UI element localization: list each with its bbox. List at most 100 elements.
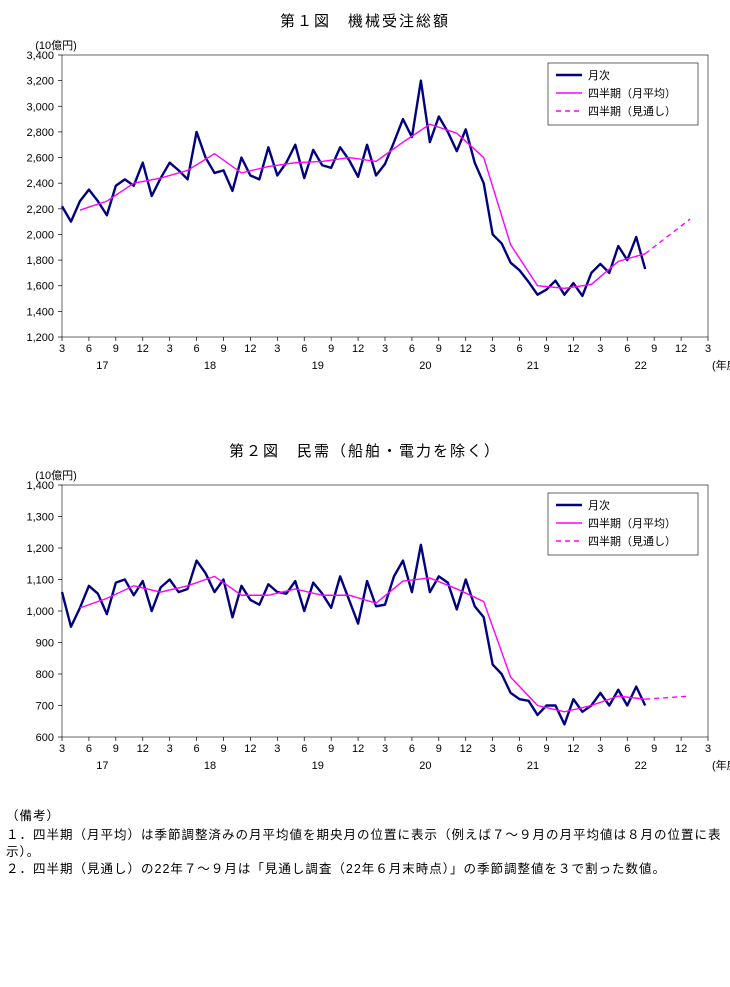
svg-text:6: 6 — [301, 343, 307, 355]
notes-line-2: ２．四半期（見通し）の22年７～９月は「見通し調査（22年６月末時点）」の季節調… — [6, 861, 724, 878]
svg-text:17: 17 — [96, 360, 108, 372]
svg-text:12: 12 — [137, 343, 149, 355]
svg-text:6: 6 — [409, 743, 415, 755]
svg-text:3,000: 3,000 — [26, 101, 54, 113]
svg-text:12: 12 — [352, 343, 364, 355]
svg-text:22: 22 — [635, 360, 647, 372]
svg-text:9: 9 — [436, 343, 442, 355]
svg-text:3: 3 — [597, 343, 603, 355]
svg-text:20: 20 — [419, 360, 431, 372]
svg-text:6: 6 — [301, 743, 307, 755]
chart2-svg: 6007008009001,0001,1001,2001,3001,400(10… — [0, 465, 730, 795]
notes-heading: （備考） — [6, 808, 724, 825]
svg-text:21: 21 — [527, 760, 539, 772]
svg-text:6: 6 — [86, 743, 92, 755]
svg-text:3: 3 — [59, 743, 65, 755]
svg-text:1,100: 1,100 — [26, 575, 54, 587]
svg-text:9: 9 — [436, 743, 442, 755]
svg-text:19: 19 — [312, 360, 324, 372]
svg-text:6: 6 — [517, 743, 523, 755]
svg-text:3: 3 — [59, 343, 65, 355]
svg-text:月次: 月次 — [588, 68, 610, 82]
svg-text:9: 9 — [543, 743, 549, 755]
chart1-title: 第１図 機械受注総額 — [0, 0, 730, 35]
svg-text:900: 900 — [36, 638, 54, 650]
svg-text:9: 9 — [220, 743, 226, 755]
svg-text:600: 600 — [36, 732, 54, 744]
svg-text:3: 3 — [490, 743, 496, 755]
svg-text:1,200: 1,200 — [26, 543, 54, 555]
svg-text:3: 3 — [490, 343, 496, 355]
svg-text:四半期（見通し）: 四半期（見通し） — [588, 534, 676, 548]
notes-block: （備考） １．四半期（月平均）は季節調整済みの月平均値を期央月の位置に表示（例え… — [0, 800, 730, 884]
svg-text:3: 3 — [382, 343, 388, 355]
svg-text:3: 3 — [274, 743, 280, 755]
svg-text:四半期（月平均）: 四半期（月平均） — [588, 516, 676, 530]
svg-text:18: 18 — [204, 360, 216, 372]
chart1-block: 1,200 1,400 1,600 1,800 2,000 2,200 2,400 2,600… — [0, 35, 730, 400]
svg-text:12: 12 — [244, 343, 256, 355]
svg-text:2,400: 2,400 — [26, 178, 54, 190]
svg-text:800: 800 — [36, 669, 54, 681]
svg-text:9: 9 — [328, 743, 334, 755]
svg-text:12: 12 — [567, 743, 579, 755]
svg-text:700: 700 — [36, 701, 54, 713]
svg-text:3: 3 — [705, 343, 711, 355]
svg-text:6: 6 — [194, 743, 200, 755]
svg-text:20: 20 — [419, 760, 431, 772]
svg-text:四半期（見通し）: 四半期（見通し） — [588, 104, 676, 118]
svg-text:12: 12 — [675, 343, 687, 355]
svg-text:(年度): (年度) — [712, 358, 730, 372]
svg-text:19: 19 — [312, 760, 324, 772]
svg-text:6: 6 — [409, 343, 415, 355]
svg-text:12: 12 — [460, 743, 472, 755]
svg-text:1,300: 1,300 — [26, 512, 54, 524]
svg-text:月次: 月次 — [588, 498, 610, 512]
svg-text:(10億円): (10億円) — [35, 39, 77, 52]
svg-text:3: 3 — [167, 743, 173, 755]
svg-text:1,800: 1,800 — [26, 255, 54, 267]
svg-text:四半期（月平均）: 四半期（月平均） — [588, 86, 676, 100]
svg-text:2,600: 2,600 — [26, 153, 54, 165]
svg-text:21: 21 — [527, 360, 539, 372]
svg-text:6: 6 — [194, 343, 200, 355]
spacer — [0, 400, 730, 430]
notes-line-1: １．四半期（月平均）は季節調整済みの月平均値を期央月の位置に表示（例えば７～９月… — [6, 827, 724, 861]
chart1-svg: 1,200 1,400 1,600 1,800 2,000 2,200 2,400 2,600… — [0, 35, 730, 395]
svg-text:6: 6 — [86, 343, 92, 355]
svg-text:3: 3 — [167, 343, 173, 355]
svg-text:9: 9 — [220, 343, 226, 355]
svg-text:12: 12 — [244, 743, 256, 755]
svg-text:(10億円): (10億円) — [35, 469, 77, 482]
svg-text:1,000: 1,000 — [26, 606, 54, 618]
svg-text:9: 9 — [113, 743, 119, 755]
svg-text:17: 17 — [96, 760, 108, 772]
svg-text:1,400: 1,400 — [26, 306, 54, 318]
chart2-title: 第２図 民需（船舶・電力を除く） — [0, 430, 730, 465]
svg-text:6: 6 — [624, 343, 630, 355]
chart2-block: 6007008009001,0001,1001,2001,3001,400(10… — [0, 465, 730, 800]
svg-text:1,600: 1,600 — [26, 281, 54, 293]
svg-text:3: 3 — [597, 743, 603, 755]
svg-text:9: 9 — [328, 343, 334, 355]
svg-text:3: 3 — [274, 343, 280, 355]
svg-text:9: 9 — [651, 743, 657, 755]
svg-text:2,200: 2,200 — [26, 204, 54, 216]
svg-text:3: 3 — [382, 743, 388, 755]
svg-text:12: 12 — [675, 743, 687, 755]
svg-text:12: 12 — [137, 743, 149, 755]
svg-text:6: 6 — [517, 343, 523, 355]
svg-text:1,200: 1,200 — [26, 332, 54, 344]
svg-text:6: 6 — [624, 743, 630, 755]
svg-text:22: 22 — [635, 760, 647, 772]
svg-text:9: 9 — [113, 343, 119, 355]
svg-text:9: 9 — [651, 343, 657, 355]
svg-text:3: 3 — [705, 743, 711, 755]
svg-text:(年度): (年度) — [712, 758, 730, 772]
svg-text:2,000: 2,000 — [26, 229, 54, 241]
svg-text:12: 12 — [567, 343, 579, 355]
svg-text:12: 12 — [460, 343, 472, 355]
svg-text:3,200: 3,200 — [26, 76, 54, 88]
svg-text:9: 9 — [543, 343, 549, 355]
svg-text:18: 18 — [204, 760, 216, 772]
